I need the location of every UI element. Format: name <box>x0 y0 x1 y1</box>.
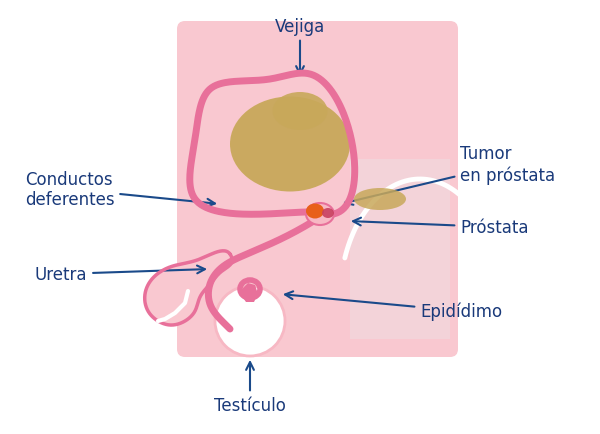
Ellipse shape <box>322 208 334 218</box>
Polygon shape <box>241 283 258 302</box>
Ellipse shape <box>306 204 324 219</box>
FancyBboxPatch shape <box>177 22 458 357</box>
Text: Testículo: Testículo <box>214 362 286 414</box>
Text: Uretra: Uretra <box>35 265 205 283</box>
Polygon shape <box>350 160 450 339</box>
Polygon shape <box>145 254 232 325</box>
Text: Epidídimo: Epidídimo <box>285 292 502 321</box>
Ellipse shape <box>354 188 406 210</box>
Ellipse shape <box>215 286 285 356</box>
Text: Próstata: Próstata <box>353 218 529 237</box>
Ellipse shape <box>306 204 334 226</box>
Text: Tumor
en próstata: Tumor en próstata <box>345 145 555 205</box>
Ellipse shape <box>272 93 328 131</box>
Ellipse shape <box>230 97 350 192</box>
Text: Vejiga: Vejiga <box>275 18 325 75</box>
Text: Conductos
deferentes: Conductos deferentes <box>25 170 215 209</box>
